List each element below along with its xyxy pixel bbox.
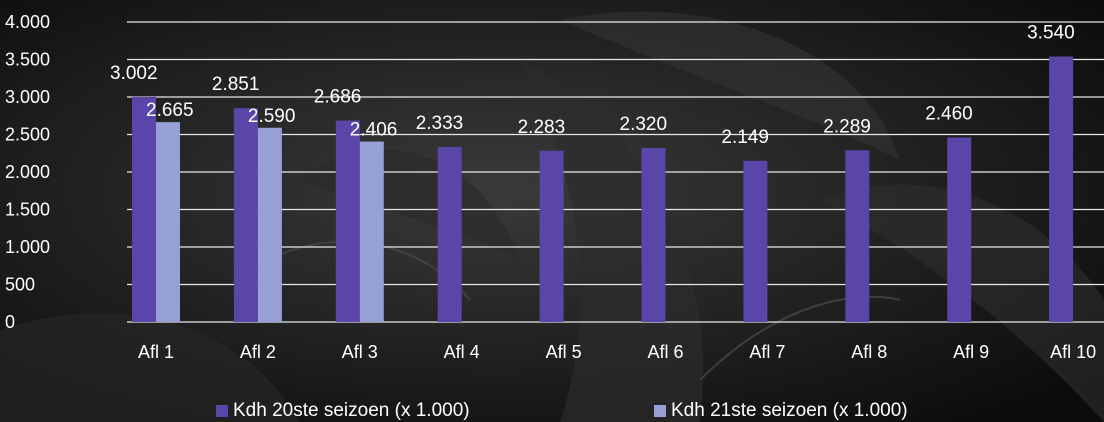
y-tick-label: 0 — [5, 312, 15, 332]
gridlines — [127, 21, 1104, 323]
x-tick-label: Afl 1 — [138, 342, 174, 362]
data-label-series-2: 2.665 — [146, 100, 194, 121]
x-tick-label: Afl 5 — [546, 342, 582, 362]
x-tick-label: Afl 4 — [444, 342, 480, 362]
bar-series-2 — [156, 122, 180, 322]
x-tick-label: Afl 6 — [647, 342, 683, 362]
data-label-series-1: 2.289 — [823, 116, 871, 137]
data-label-series-1: 2.320 — [620, 114, 668, 135]
legend-label-series-1: Kdh 20ste seizoen (x 1.000) — [233, 400, 470, 421]
data-label-series-1: 2.851 — [212, 74, 260, 95]
legend-label-series-2: Kdh 21ste seizoen (x 1.000) — [671, 400, 908, 421]
bar-series-1 — [437, 147, 462, 322]
x-tick-label: Afl 7 — [749, 342, 785, 362]
bar-series-1 — [233, 108, 258, 322]
x-tick-label: Afl 2 — [240, 342, 276, 362]
bar-series-1 — [132, 96, 156, 322]
bar-series-1 — [1049, 56, 1074, 322]
y-tick-label: 1.500 — [5, 200, 50, 220]
data-label-series-1: 2.283 — [518, 117, 566, 138]
data-label-series-1: 3.540 — [1027, 23, 1075, 44]
data-label-series-2: 2.406 — [350, 120, 398, 141]
bar-series-2 — [257, 127, 282, 322]
x-axis-ticks: Afl 1 Afl 2 Afl 3 Afl 4 Afl 5 Afl 6 Afl 7 Afl 8… — [138, 342, 1096, 362]
data-label-series-1: 3.002 — [110, 63, 158, 84]
y-tick-label: 3.000 — [5, 87, 50, 107]
y-tick-label: 4.000 — [5, 12, 50, 32]
bar-series-1 — [845, 150, 870, 322]
y-tick-label: 3.500 — [5, 50, 50, 70]
legend-item-series-2: Kdh 21ste seizoen (x 1.000) — [654, 400, 908, 422]
y-tick-label: 2.000 — [5, 162, 50, 182]
bar-series-2 — [359, 141, 384, 322]
bar-chart: 05001.0001.5002.0002.5003.0003.5004.000 … — [5, 12, 1104, 362]
legend-swatch-series-1 — [216, 405, 228, 417]
y-tick-label: 2.500 — [5, 125, 50, 145]
x-tick-label: Afl 9 — [953, 342, 989, 362]
data-label-series-1: 2.686 — [314, 87, 362, 108]
bar-series-1 — [335, 120, 360, 322]
x-tick-label: Afl 10 — [1050, 342, 1096, 362]
data-label-series-1: 2.460 — [925, 104, 973, 125]
data-label-series-1: 2.333 — [416, 113, 464, 134]
bar-series-1 — [947, 137, 972, 322]
bar-series-1 — [743, 160, 768, 322]
bar-series-1 — [539, 150, 564, 322]
data-label-series-1: 2.149 — [721, 127, 769, 148]
legend-item-series-1: Kdh 20ste seizoen (x 1.000) — [216, 400, 470, 422]
y-axis-ticks: 0 500 1.000 1.500 2.000 2.500 3.000 3.500 4.000 — [5, 12, 50, 332]
bar-series-1 — [641, 148, 666, 322]
x-tick-label: Afl 3 — [342, 342, 378, 362]
legend-swatch-series-2 — [654, 405, 666, 417]
x-tick-label: Afl 8 — [851, 342, 887, 362]
data-labels: 3.002 2.665 2.851 2.590 2.686 2.406 2.333 2.283… — [110, 23, 1075, 148]
bars — [132, 56, 1074, 322]
y-tick-label: 500 — [5, 275, 35, 295]
y-tick-label: 1.000 — [5, 237, 50, 257]
data-label-series-2: 2.590 — [248, 106, 296, 127]
